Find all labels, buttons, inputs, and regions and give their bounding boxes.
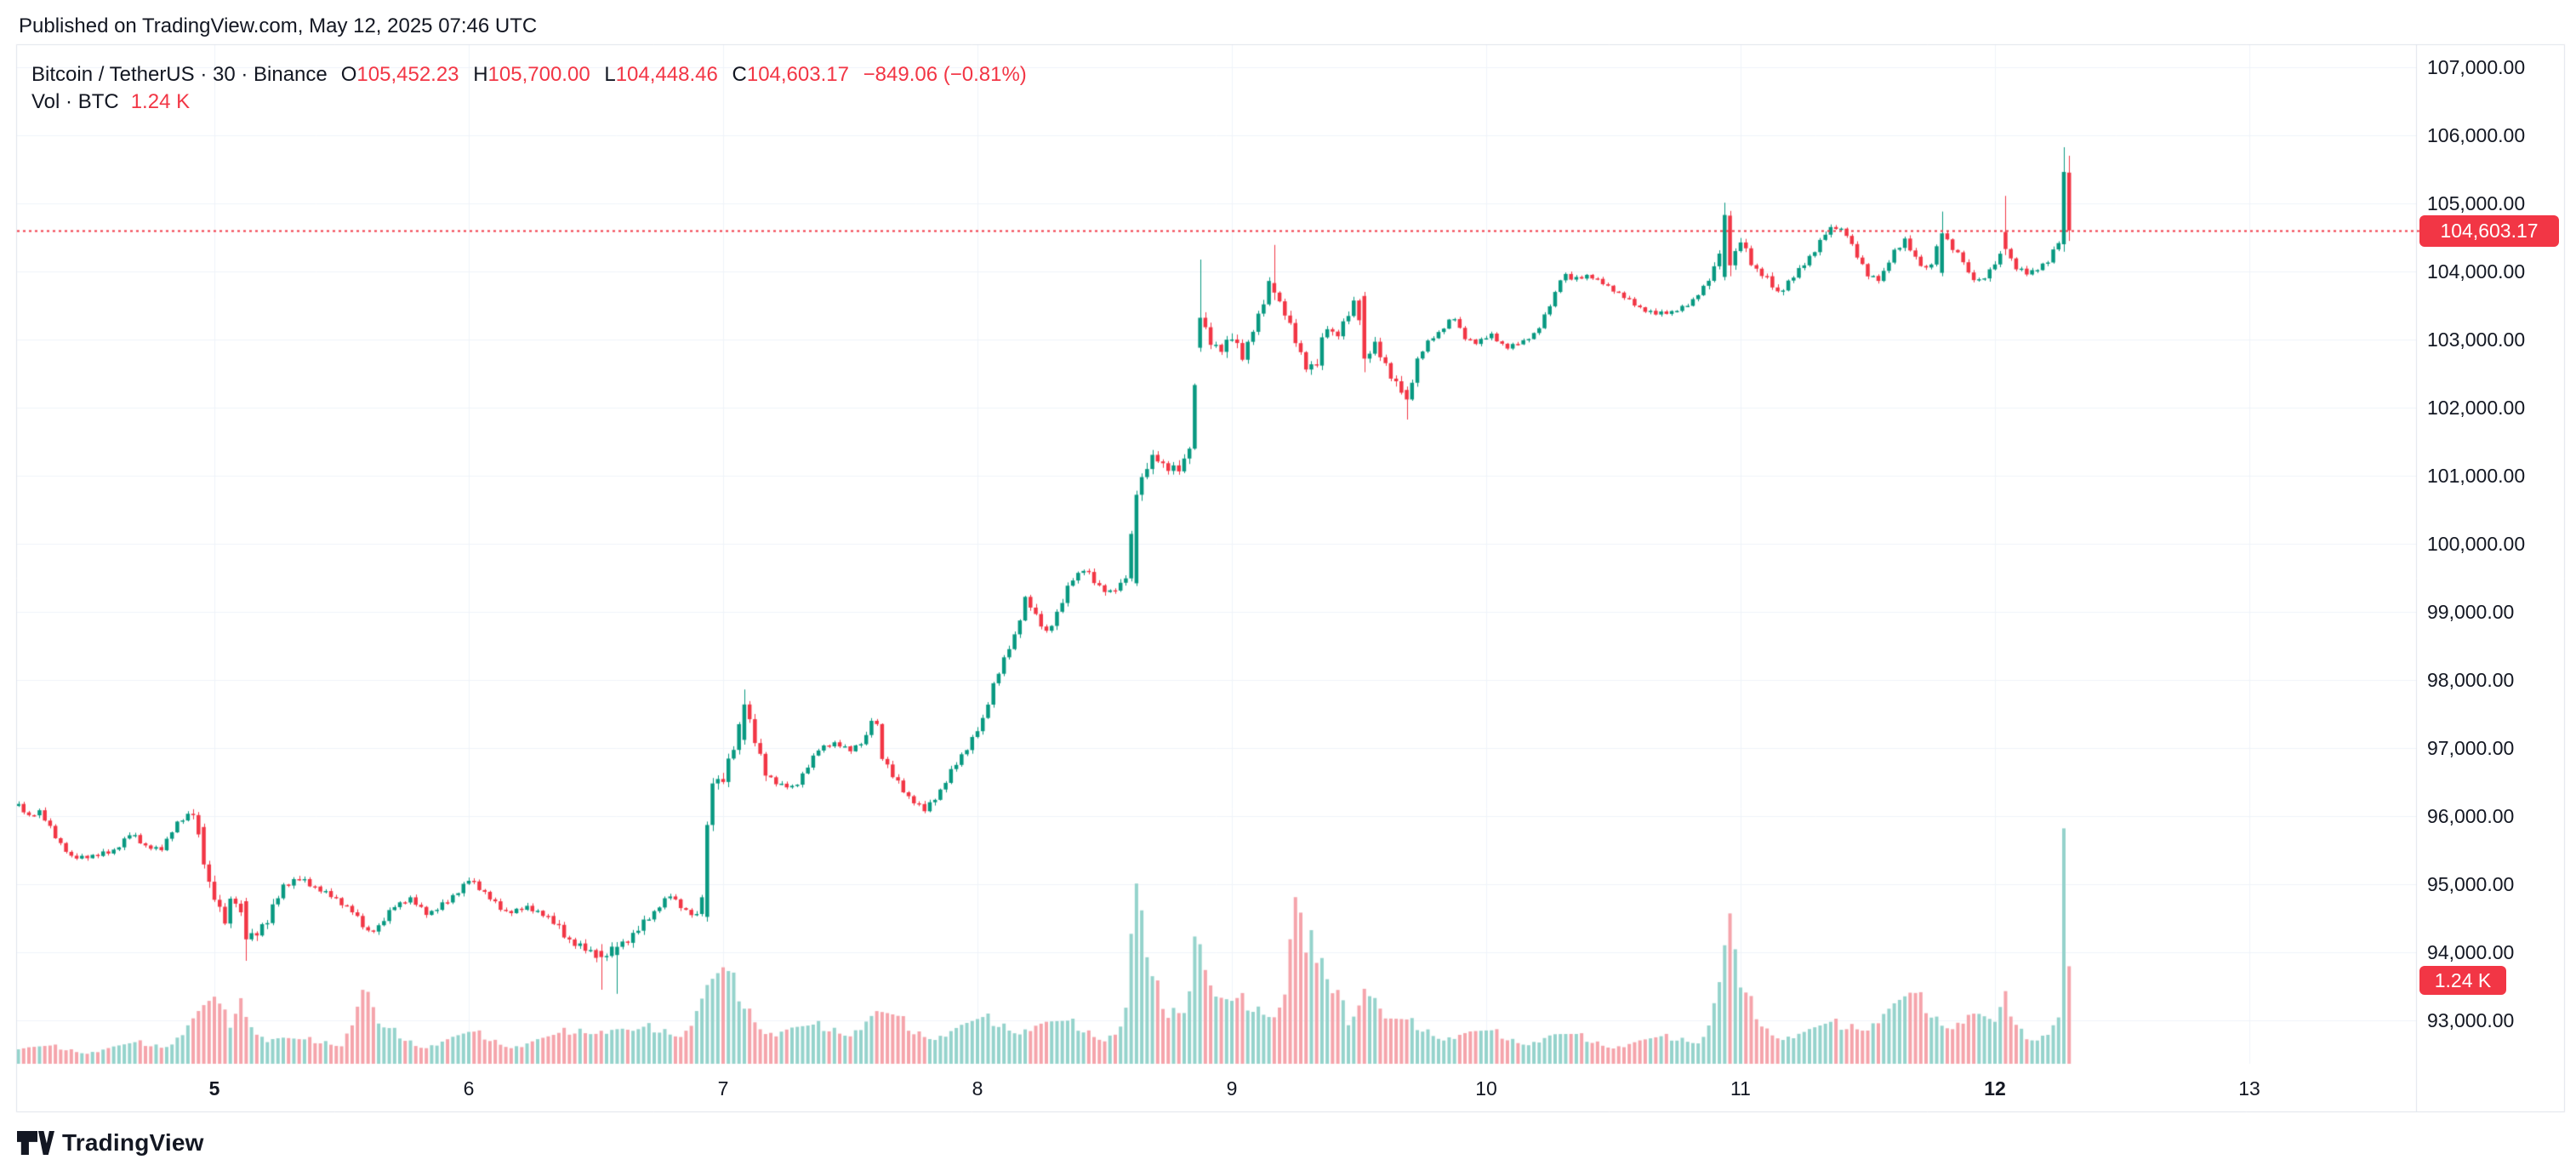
price-tick: 94,000.00 — [2427, 941, 2515, 963]
price-tick: 96,000.00 — [2427, 805, 2515, 827]
price-tick: 101,000.00 — [2427, 465, 2526, 487]
price-tick: 107,000.00 — [2427, 56, 2526, 78]
high-label: H — [473, 63, 488, 86]
close-value: 104,603.17 — [746, 63, 849, 86]
volume-value: 1.24 K — [130, 90, 191, 113]
tradingview-logo-icon — [17, 1131, 54, 1155]
published-caption: Published on TradingView.com, May 12, 20… — [19, 14, 538, 37]
current-volume-badge: 1.24 K — [2419, 966, 2506, 995]
time-tick: 5 — [208, 1077, 220, 1100]
price-tick: 104,000.00 — [2427, 260, 2526, 283]
close-label: C — [732, 63, 747, 86]
open-value: 105,452.23 — [356, 63, 459, 86]
low-label: L — [604, 63, 616, 86]
time-tick: 6 — [463, 1077, 475, 1100]
price-tick: 102,000.00 — [2427, 397, 2526, 419]
low-value: 104,448.46 — [615, 63, 718, 86]
tradingview-wordmark: TradingView — [62, 1129, 204, 1156]
price-tick: 100,000.00 — [2427, 533, 2526, 555]
price-tick: 105,000.00 — [2427, 192, 2526, 214]
legend-volume-row: Vol · BTC 1.24 K — [31, 89, 1027, 116]
time-tick: 13 — [2238, 1077, 2260, 1100]
time-tick: 10 — [1475, 1077, 1497, 1100]
change-value: −849.06 (−0.81%) — [863, 63, 1027, 86]
open-label: O — [340, 63, 357, 86]
chart-legend: Bitcoin / TetherUS · 30 · Binance O105,4… — [31, 61, 1027, 116]
time-tick: 12 — [1984, 1077, 2006, 1100]
symbol-title: Bitcoin / TetherUS · 30 · Binance — [31, 63, 328, 86]
price-tick: 103,000.00 — [2427, 328, 2526, 351]
price-tick: 97,000.00 — [2427, 737, 2515, 759]
price-tick: 95,000.00 — [2427, 873, 2515, 895]
time-tick: 7 — [717, 1077, 729, 1100]
price-tick: 98,000.00 — [2427, 669, 2515, 691]
price-tick: 106,000.00 — [2427, 124, 2526, 146]
ohlc-values: O105,452.23 H105,700.00 L104,448.46 C104… — [341, 61, 1027, 89]
legend-symbol-row: Bitcoin / TetherUS · 30 · Binance O105,4… — [31, 61, 1027, 89]
volume-label: Vol · BTC — [31, 90, 119, 113]
tradingview-attribution[interactable]: TradingView — [17, 1129, 204, 1157]
time-tick: 11 — [1730, 1077, 1751, 1100]
price-tick: 93,000.00 — [2427, 1009, 2515, 1031]
price-tick: 99,000.00 — [2427, 601, 2515, 623]
last-price-badge: 104,603.17 — [2419, 215, 2559, 247]
time-tick: 9 — [1226, 1077, 1238, 1100]
high-value: 105,700.00 — [487, 63, 590, 86]
time-tick: 8 — [972, 1077, 983, 1100]
